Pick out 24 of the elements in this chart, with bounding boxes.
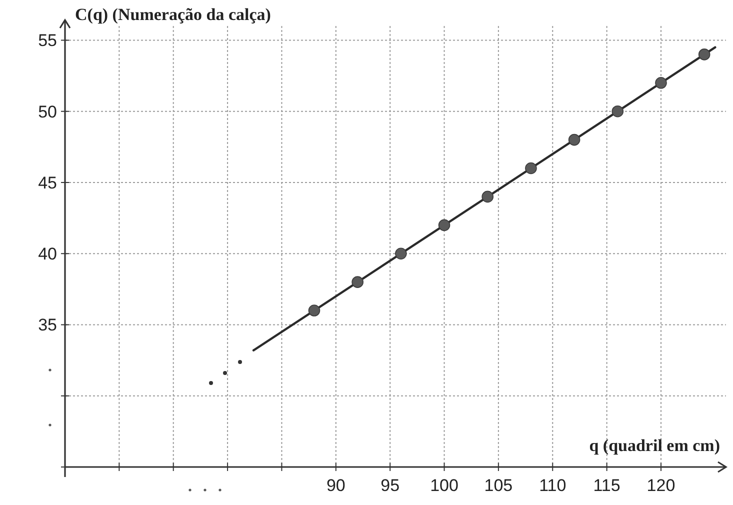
point: [698, 48, 710, 60]
y-axis-title: C(q) (Numeração da calça): [75, 5, 271, 24]
y-tick-label: 55: [38, 31, 57, 50]
x-tick-label: 100: [430, 476, 458, 495]
point: [352, 276, 364, 288]
x-tick-label: 105: [484, 476, 513, 495]
point: [438, 219, 450, 232]
point: [655, 77, 667, 89]
x-tick-label: 95: [380, 476, 400, 495]
x-tick-label: 110: [539, 476, 566, 495]
point: [482, 190, 494, 203]
x-tick-label: 120: [646, 476, 676, 495]
y-tick-label: 50: [38, 102, 57, 122]
y-tick-label: 40: [38, 244, 57, 264]
y-tick-label: 35: [38, 316, 57, 335]
point: [525, 162, 537, 174]
point: [395, 248, 407, 260]
x-tick-label: 115: [593, 476, 620, 495]
point: [308, 304, 320, 316]
x-axis-title: q (quadril em cm): [589, 436, 720, 455]
y-tick-label: 45: [38, 173, 57, 192]
point: [568, 134, 580, 146]
x-tick-label: 90: [326, 476, 346, 495]
point: [612, 105, 624, 118]
